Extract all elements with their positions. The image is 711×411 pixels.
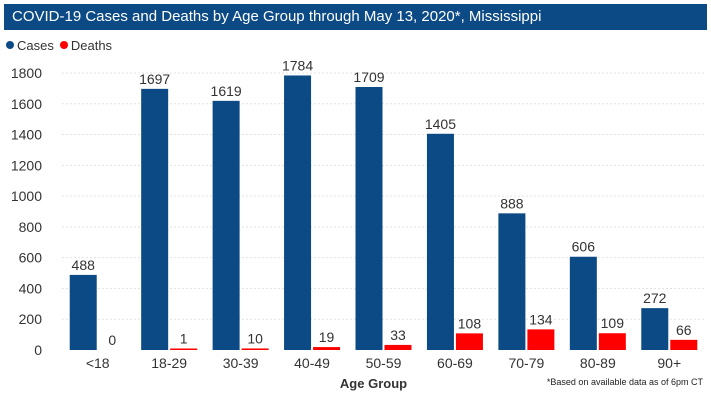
legend-marker-cases (6, 41, 14, 49)
y-tick-label: 1200 (11, 157, 42, 173)
x-axis-title: Age Group (340, 376, 407, 391)
y-tick-label: 1600 (11, 96, 42, 112)
x-tick-label: <18 (86, 355, 110, 371)
legend-label-deaths: Deaths (70, 37, 113, 53)
bar-deaths (598, 333, 626, 350)
bar-deaths (527, 329, 555, 350)
bar-cases (426, 133, 454, 350)
bar-deaths (670, 339, 698, 350)
data-label-deaths: 10 (247, 330, 263, 346)
bar-deaths (170, 348, 198, 350)
bar-cases (284, 75, 312, 350)
y-tick-label: 200 (19, 311, 43, 327)
data-label-deaths: 66 (676, 322, 692, 338)
data-label-deaths: 19 (319, 329, 335, 345)
x-tick-label: 50-59 (366, 355, 402, 371)
legend-label-cases: Cases (17, 37, 54, 53)
legend: Cases Deaths (6, 36, 118, 54)
x-tick-label: 40-49 (294, 355, 330, 371)
legend-item-cases: Cases (6, 38, 54, 53)
y-tick-label: 1400 (11, 127, 42, 143)
footnote: *Based on available data as of 6pm CT (546, 377, 703, 387)
y-tick-label: 800 (19, 219, 43, 235)
data-label-deaths: 33 (390, 327, 406, 343)
bar-deaths (455, 333, 483, 350)
x-tick-label: 70-79 (508, 355, 544, 371)
data-label-cases: 1619 (211, 83, 242, 99)
data-label-cases: 1697 (139, 71, 170, 87)
bar-cases (569, 256, 597, 350)
bar-cases (212, 100, 240, 351)
data-label-cases: 272 (643, 290, 667, 306)
data-label-cases: 1784 (282, 57, 313, 73)
x-tick-label: 60-69 (437, 355, 473, 371)
data-label-cases: 488 (72, 257, 96, 273)
data-label-deaths: 109 (601, 315, 625, 331)
data-label-cases: 606 (572, 239, 596, 255)
y-tick-label: 400 (19, 280, 43, 296)
data-label-cases: 888 (500, 195, 524, 211)
y-tick-label: 1000 (11, 188, 42, 204)
chart-title: COVID-19 Cases and Deaths by Age Group t… (4, 4, 707, 30)
data-label-deaths: 1 (180, 331, 188, 347)
y-tick-label: 0 (34, 342, 42, 358)
bar-cases (69, 274, 97, 350)
bar-cases (641, 308, 669, 350)
x-tick-label: 90+ (657, 355, 681, 371)
bar-deaths (384, 344, 412, 350)
y-tick-label: 600 (19, 250, 43, 266)
bar-cases (141, 88, 169, 350)
bar-cases (498, 213, 526, 350)
data-label-deaths: 134 (529, 311, 553, 327)
x-tick-label: 18-29 (151, 355, 187, 371)
x-tick-label: 30-39 (223, 355, 259, 371)
data-label-deaths: 108 (458, 315, 482, 331)
y-tick-label: 1800 (11, 65, 42, 81)
data-label-cases: 1709 (353, 69, 384, 85)
data-label-deaths: 0 (108, 332, 116, 348)
bar-cases (355, 87, 383, 350)
bar-deaths (241, 348, 269, 350)
x-tick-label: 80-89 (580, 355, 616, 371)
data-label-cases: 1405 (425, 116, 456, 132)
legend-marker-deaths (59, 41, 68, 49)
bar-deaths (313, 347, 341, 350)
legend-item-deaths: Deaths (59, 37, 113, 53)
